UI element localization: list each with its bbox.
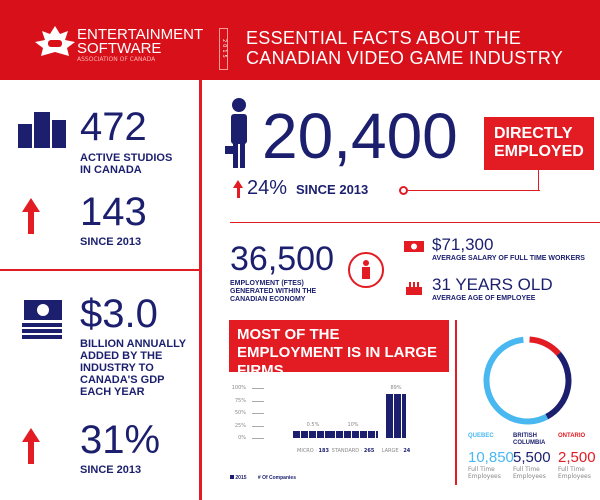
y-tick-line bbox=[252, 400, 264, 402]
employment-count: 20,400 bbox=[262, 100, 458, 172]
gdp-label-line: BILLION ANNUALLY bbox=[80, 338, 187, 350]
regions-donut-chart bbox=[483, 336, 572, 425]
y-tick-line bbox=[252, 425, 264, 427]
region-sublabel: Full Time Employees bbox=[558, 466, 591, 480]
y-tick-label: 50% bbox=[234, 410, 246, 416]
salary-value: $71,300 bbox=[432, 235, 494, 254]
bar-large bbox=[386, 393, 406, 438]
connector-line bbox=[404, 190, 540, 191]
divider bbox=[455, 320, 457, 485]
year-label: 2015 bbox=[219, 28, 228, 70]
gdp-label: BILLION ANNUALLY ADDED BY THE INDUSTRY T… bbox=[80, 338, 186, 398]
y-tick-label: 100% bbox=[231, 385, 246, 391]
donut-slice-quebec bbox=[483, 336, 549, 425]
y-tick-label: 25% bbox=[234, 422, 246, 429]
employment-growth-label: SINCE 2013 bbox=[296, 182, 369, 197]
connector-dot bbox=[399, 186, 408, 195]
bar-category-label: MICRO · 183 bbox=[297, 448, 329, 454]
bar-category-label: STANDARD · 265 bbox=[331, 448, 375, 454]
money-icon bbox=[404, 241, 424, 252]
studios-growth-label: SINCE 2013 bbox=[80, 236, 142, 248]
divider bbox=[199, 80, 202, 500]
ftes-label-line: EMPLOYMENT (FTES) bbox=[230, 280, 304, 287]
studios-count: 472 bbox=[80, 105, 147, 149]
gdp-label-line: ADDED BY THE bbox=[80, 350, 163, 362]
logo-text: SOFTWARE bbox=[77, 40, 162, 57]
gdp-label-line: INDUSTRY TO bbox=[80, 362, 154, 374]
region-item: ONTARIO 2,500 Full Time Employees bbox=[558, 433, 600, 480]
divider bbox=[0, 269, 200, 271]
buildings-icon bbox=[18, 112, 66, 148]
badge-text: EMPLOYED bbox=[494, 143, 584, 160]
age-label: AVERAGE AGE OF EMPLOYEE bbox=[432, 295, 536, 302]
arrow-up-icon bbox=[233, 180, 243, 198]
gdp-label-line: CANADA'S GDP bbox=[80, 374, 165, 386]
region-name: QUEBEC bbox=[468, 433, 494, 439]
birthday-cake-icon bbox=[406, 282, 422, 295]
badge-text: DIRECTLY bbox=[494, 125, 573, 142]
connector-line bbox=[538, 170, 539, 191]
logo-subtitle: ASSOCIATION OF CANADA bbox=[77, 56, 156, 63]
region-name: BRITISH COLUMBIA bbox=[513, 433, 546, 446]
region-value: 5,500 bbox=[513, 449, 551, 466]
y-tick-line bbox=[252, 413, 264, 414]
bar-value-label: 89% bbox=[390, 384, 402, 391]
chart-title: MOST OF THE EMPLOYMENT IS IN LARGE FIRMS bbox=[237, 326, 438, 379]
region-item: QUEBEC 10,850 Full Time Employees bbox=[468, 433, 514, 480]
region-sublabel: Full Time Employees bbox=[468, 466, 501, 480]
ftes-label: EMPLOYMENT (FTES) GENERATED WITHIN THE C… bbox=[230, 280, 316, 304]
gdp-value: $3.0 bbox=[80, 292, 158, 336]
legend-item: # Of Companies bbox=[257, 475, 296, 481]
bar-value-label: 10% bbox=[347, 422, 359, 428]
chart-title-banner: MOST OF THE EMPLOYMENT IS IN LARGE FIRMS bbox=[229, 320, 449, 379]
money-stack-icon bbox=[22, 300, 62, 339]
gdp-label-line: EACH YEAR bbox=[80, 386, 145, 398]
studios-growth: 143 bbox=[80, 190, 147, 234]
divider bbox=[230, 222, 600, 223]
y-tick-label: 75% bbox=[234, 397, 246, 404]
y-tick-line bbox=[252, 438, 264, 439]
header: ENTERTAINMENT SOFTWARE ASSOCIATION OF CA… bbox=[0, 0, 600, 80]
person-briefcase-icon bbox=[225, 98, 247, 168]
bar-value-label: 0.5% bbox=[306, 422, 320, 428]
ftes-value: 36,500 bbox=[230, 240, 334, 278]
region-name: ONTARIO bbox=[558, 433, 586, 439]
arrow-up-icon bbox=[22, 198, 40, 234]
chart-legend: 2015 # Of Companies bbox=[230, 475, 296, 481]
page-title: ESSENTIAL FACTS ABOUT THE bbox=[246, 28, 522, 48]
region-item: BRITISH COLUMBIA 5,500 Full Time Employe… bbox=[513, 433, 558, 480]
donut-slice-ontario bbox=[529, 336, 561, 356]
bar-category-label: LARGE · 24 bbox=[381, 448, 411, 454]
legend-item: 2015 bbox=[235, 475, 247, 481]
studios-label: ACTIVE STUDIOS bbox=[80, 152, 173, 164]
region-value: 2,500 bbox=[558, 449, 596, 466]
legend-swatch bbox=[230, 475, 234, 479]
arrow-up-icon bbox=[22, 428, 40, 464]
employment-growth: 24% bbox=[247, 177, 288, 199]
ftes-label-line: CANADIAN ECONOMY bbox=[230, 296, 306, 303]
gdp-growth: 31% bbox=[80, 418, 161, 462]
y-tick-line bbox=[252, 388, 264, 389]
region-value: 10,850 bbox=[468, 449, 514, 466]
person-circle-icon bbox=[348, 252, 384, 288]
studios-label: IN CANADA bbox=[80, 164, 142, 176]
bar-standard bbox=[328, 431, 378, 438]
page-title: CANADIAN VIDEO GAME INDUSTRY bbox=[246, 48, 564, 68]
directly-employed-badge: DIRECTLY EMPLOYED bbox=[484, 117, 594, 170]
age-value: 31 YEARS OLD bbox=[432, 275, 553, 294]
logo-text: ENTERTAINMENT bbox=[77, 26, 204, 43]
region-sublabel: Full Time Employees bbox=[513, 466, 546, 480]
donut-slice-british-columbia bbox=[545, 351, 572, 420]
ftes-label-line: GENERATED WITHIN THE bbox=[230, 288, 317, 295]
bar-micro bbox=[293, 431, 333, 438]
maple-leaf-controller-logo bbox=[35, 26, 75, 56]
gdp-growth-label: SINCE 2013 bbox=[80, 464, 142, 476]
salary-label: AVERAGE SALARY OF FULL TIME WORKERS bbox=[432, 255, 585, 262]
y-tick-label: 0% bbox=[238, 435, 246, 441]
